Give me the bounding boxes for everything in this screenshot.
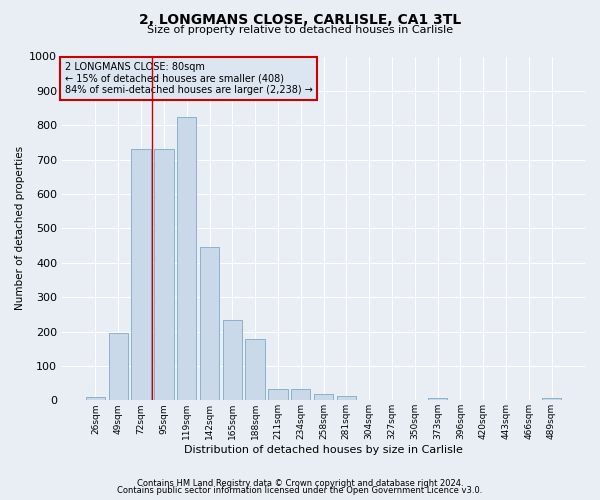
Text: 2, LONGMANS CLOSE, CARLISLE, CA1 3TL: 2, LONGMANS CLOSE, CARLISLE, CA1 3TL [139,12,461,26]
Bar [291,389,310,400]
Bar [109,334,128,400]
Bar [268,389,287,400]
Bar [314,394,333,400]
Bar [245,339,265,400]
Bar [131,150,151,400]
Bar [177,116,196,401]
Text: 2 LONGMANS CLOSE: 80sqm
← 15% of detached houses are smaller (408)
84% of semi-d: 2 LONGMANS CLOSE: 80sqm ← 15% of detache… [65,62,313,95]
Bar [86,397,105,400]
Y-axis label: Number of detached properties: Number of detached properties [15,146,25,310]
Text: Contains HM Land Registry data © Crown copyright and database right 2024.: Contains HM Land Registry data © Crown c… [137,478,463,488]
Text: Contains public sector information licensed under the Open Government Licence v3: Contains public sector information licen… [118,486,482,495]
Bar [223,320,242,400]
Bar [200,248,219,400]
Bar [542,398,561,400]
Bar [428,398,447,400]
Bar [337,396,356,400]
Bar [154,150,173,400]
X-axis label: Distribution of detached houses by size in Carlisle: Distribution of detached houses by size … [184,445,463,455]
Text: Size of property relative to detached houses in Carlisle: Size of property relative to detached ho… [147,25,453,35]
